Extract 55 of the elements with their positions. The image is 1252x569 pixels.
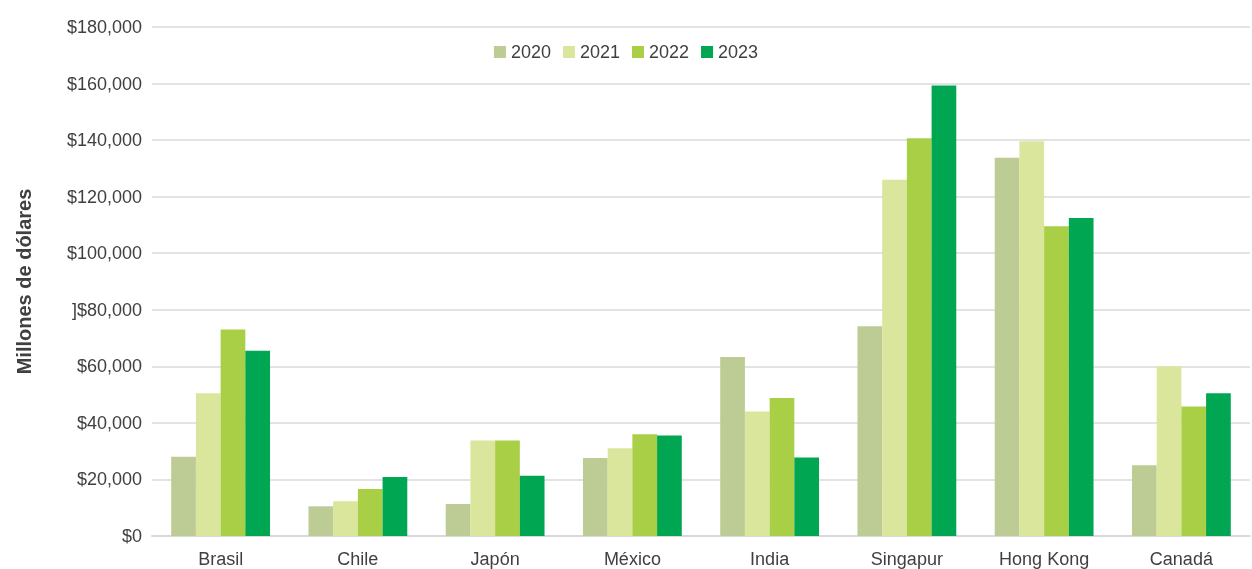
y-tick-label: $40,000 [76,412,142,433]
x-tick-label: Hong Kong [999,549,1090,569]
bar [245,350,271,536]
bar [1044,226,1069,536]
legend-label: 2022 [649,42,690,62]
y-tick-label: ]$80,000 [71,299,142,320]
x-tick-label: Japón [470,549,520,569]
bar [1068,217,1094,536]
bar [994,157,1020,536]
legend-label: 2021 [579,42,620,62]
bar [357,489,383,536]
bar [333,501,358,536]
bar [1131,465,1157,536]
bar [657,435,682,536]
bar [632,434,658,536]
y-tick-label: $180,000 [66,17,142,37]
bar [308,506,334,536]
y-tick-label: $60,000 [76,356,142,377]
x-tick-label: Canadá [1149,549,1214,569]
legend-label: 2023 [718,42,759,62]
bar [931,85,957,536]
bar [794,457,820,536]
legend-label: 2020 [510,42,551,62]
y-axis-title: Millones de dólares [13,188,35,375]
bar [195,393,221,536]
bar [582,457,608,536]
bar [857,326,883,536]
bar [882,179,907,536]
y-tick-label: $0 [121,526,142,546]
bar [220,329,246,536]
bar [1181,406,1207,536]
bar [1206,393,1231,536]
x-tick-label: India [750,549,791,569]
bar [495,440,520,536]
bar [445,504,471,536]
y-tick-label: $140,000 [66,130,142,151]
y-tick-label: $120,000 [66,186,142,207]
bar [382,476,408,536]
y-tick-label: $100,000 [66,243,142,264]
x-tick-label: Chile [337,549,379,569]
bar [1156,366,1182,536]
bar [720,357,745,536]
bar [1019,141,1045,536]
x-tick-label: Brasil [198,549,244,569]
x-tick-label: México [603,549,661,569]
bar [519,475,545,536]
y-tick-label: $20,000 [76,469,142,490]
bar [470,440,496,536]
bar [607,448,633,536]
bar [769,398,795,536]
bar [744,411,770,536]
bar [906,138,932,536]
bar [171,456,196,536]
x-tick-label: Singapur [870,549,943,569]
y-tick-label: $160,000 [66,73,142,94]
